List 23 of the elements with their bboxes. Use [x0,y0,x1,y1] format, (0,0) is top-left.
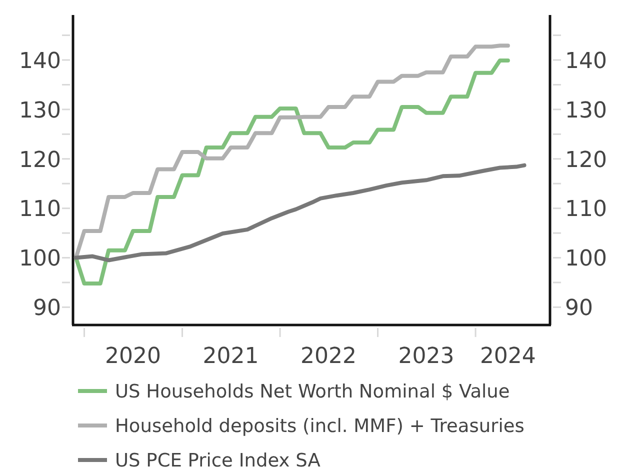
legend-label: US PCE Price Index SA [115,450,321,472]
y2-tick-label: 120 [565,148,607,173]
x-tick-label: 2022 [300,344,357,369]
y-tick-label: 140 [19,48,61,74]
legend-label: US Households Net Worth Nominal $ Value [115,382,510,403]
x-tick-label: 2023 [398,344,454,369]
line-series [74,44,510,260]
y-tick-label: 120 [19,148,61,173]
y-tick-label: 130 [19,98,61,124]
y2-tick-label: 110 [565,197,607,222]
x-tick-label: 2020 [104,344,161,369]
line-series [74,58,510,286]
y-tick-label: 100 [19,246,61,272]
y2-tick-label: 100 [565,246,607,272]
y2-tick-label: 90 [565,296,593,322]
y-tick-label: 110 [19,197,61,222]
y-tick-label: 90 [33,296,61,322]
y2-tick-label: 130 [565,98,607,124]
legend-label: Household deposits (incl. MMF) + Treasuries [115,416,524,438]
x-tick-label: 2024 [480,344,536,369]
x-tick-label: 2021 [202,344,259,369]
y2-tick-label: 140 [565,48,607,74]
line-series [74,163,526,262]
